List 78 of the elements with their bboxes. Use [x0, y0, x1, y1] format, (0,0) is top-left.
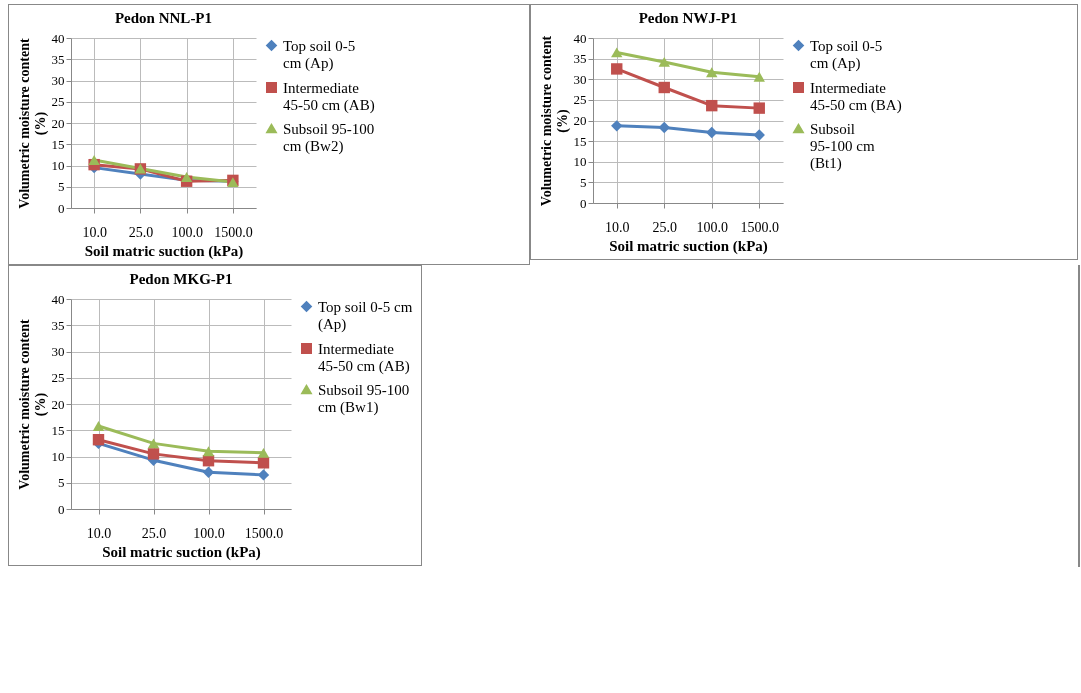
x-tick-label: 1500.0 — [214, 224, 253, 240]
x-tick-label: 10.0 — [82, 224, 107, 240]
point — [706, 126, 718, 139]
y-tick-label: 15 — [51, 422, 65, 438]
point — [92, 434, 105, 446]
point — [257, 447, 270, 458]
point — [611, 47, 623, 58]
y-tick-label: 0 — [58, 200, 65, 216]
x-tick-label: 10.0 — [86, 525, 112, 541]
legend-label: Intermediate 45-50 cm (AB) — [283, 79, 375, 114]
y-tick-label: 25 — [573, 92, 587, 108]
point — [658, 121, 670, 134]
y-tick-label: 25 — [51, 370, 65, 386]
point — [658, 56, 670, 67]
chart-title: Pedon MKG-P1 — [129, 271, 233, 287]
y-tick-label: 40 — [51, 30, 65, 46]
legend-label: Subsoil 95-100 cm (Bw1) — [318, 381, 410, 416]
point — [257, 457, 270, 469]
legend-label: Subsoil 95-100 cm (Bt1) — [810, 120, 875, 172]
x-tick-label: 25.0 — [141, 525, 167, 541]
x-tick-label: 25.0 — [128, 224, 154, 240]
y-axis-title: Volumetric moisture content (%) — [16, 319, 49, 490]
y-tick-label: 10 — [51, 449, 65, 464]
point — [753, 71, 765, 82]
y-tick-label: 0 — [58, 501, 65, 517]
y-tick-label: 5 — [58, 475, 65, 491]
x-tick-label: 25.0 — [652, 219, 677, 235]
point — [753, 102, 765, 114]
x-tick-label: 100.0 — [193, 525, 225, 541]
x-axis-title: Soil matric suction (kPa) — [84, 242, 244, 260]
point — [180, 172, 193, 182]
y-tick-label: 15 — [51, 136, 65, 152]
x-axis-title: Soil matric suction (kPa) — [102, 543, 261, 561]
y-tick-label: 10 — [51, 158, 65, 173]
y-tick-label: 25 — [51, 94, 65, 110]
point — [658, 81, 670, 94]
x-tick-label: 1500.0 — [740, 219, 779, 235]
point — [706, 99, 718, 112]
x-tick-label: 100.0 — [171, 224, 203, 240]
y-axis-title: Volumetric moisture content (%) — [16, 38, 49, 209]
y-tick-label: 30 — [573, 71, 587, 87]
y-tick-label: 0 — [580, 195, 587, 211]
point — [753, 129, 765, 141]
legend-label: Subsoil 95-100 cm (Bw2) — [283, 120, 375, 155]
point — [202, 446, 215, 457]
point — [611, 63, 623, 75]
legend-label: Top soil 0-5 cm (Ap) — [283, 37, 356, 72]
legend-label: Top soil 0-5 cm (Ap) — [810, 37, 883, 72]
y-axis-title: Volumetric moisture content (%) — [538, 35, 571, 207]
y-tick-label: 35 — [573, 51, 587, 67]
chart-title: Pedon NNL-P1 — [114, 10, 213, 26]
y-tick-label: 30 — [51, 344, 65, 359]
y-tick-label: 40 — [51, 291, 65, 307]
x-tick-label: 1500.0 — [244, 525, 284, 541]
point — [147, 448, 160, 460]
x-tick-label: 10.0 — [605, 219, 630, 235]
point — [147, 438, 160, 449]
y-tick-label: 20 — [51, 115, 65, 131]
chart-title: Pedon NWJ-P1 — [638, 10, 738, 26]
point — [88, 155, 100, 165]
y-tick-label: 35 — [51, 51, 65, 67]
point — [92, 421, 105, 431]
y-tick-label: 10 — [573, 154, 587, 170]
y-tick-label: 20 — [573, 113, 587, 128]
y-tick-label: 20 — [51, 396, 65, 412]
point — [706, 67, 718, 78]
x-tick-label: 100.0 — [696, 219, 728, 235]
legend-label: Top soil 0-5 cm (Ap) — [318, 298, 413, 333]
y-tick-label: 40 — [573, 30, 587, 46]
y-tick-label: 15 — [573, 133, 587, 149]
point — [611, 120, 623, 132]
y-tick-label: 5 — [58, 179, 65, 195]
y-tick-label: 30 — [51, 73, 65, 88]
legend-label: Intermediate 45-50 cm (BA) — [810, 79, 902, 114]
y-tick-label: 35 — [51, 317, 65, 333]
x-axis-title: Soil matric suction (kPa) — [609, 237, 768, 255]
legend-label: Intermediate 45-50 cm (AB) — [318, 340, 410, 375]
y-tick-label: 5 — [580, 174, 587, 190]
